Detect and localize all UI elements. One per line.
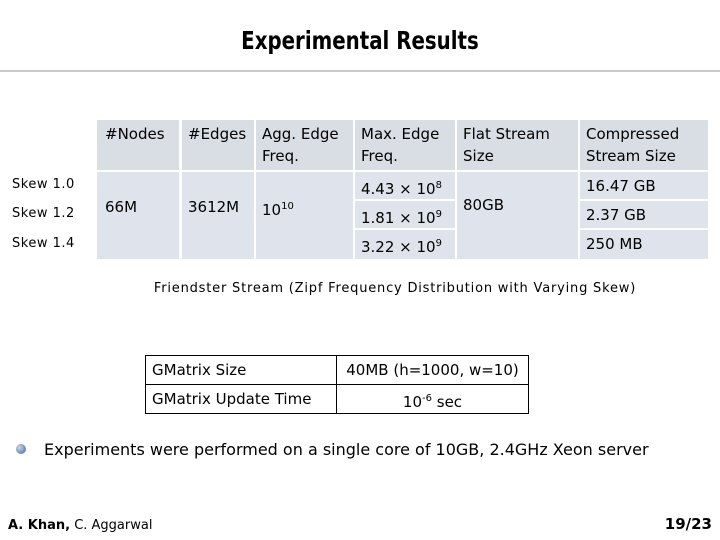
compressed-cell: 250 MB	[580, 230, 708, 259]
author-rest: C. Aggarwal	[70, 518, 153, 533]
exponent: 8	[435, 180, 442, 191]
bullet-icon	[16, 444, 26, 454]
row-label: Skew 1.4	[12, 236, 75, 251]
exponent: 9	[435, 209, 442, 220]
max-freq-cell: 1.81 × 109	[355, 201, 455, 228]
header-cell: Flat Stream Size	[457, 120, 578, 170]
base: 4.43 × 10	[361, 180, 436, 198]
header-cell: Compressed Stream Size	[580, 120, 708, 170]
base: 1.81 × 10	[361, 209, 436, 227]
flat-size-cell: 80GB	[457, 172, 578, 259]
compressed-cell: 16.47 GB	[580, 172, 708, 199]
row-label: Skew 1.2	[12, 206, 75, 221]
max-freq-cell: 4.43 × 108	[355, 172, 455, 199]
footer-author: A. Khan, C. Aggarwal	[8, 518, 152, 533]
header-cell: Max. Edge Freq.	[355, 120, 455, 170]
bullet-text: Experiments were performed on a single c…	[44, 440, 649, 459]
exponent: 9	[435, 238, 442, 249]
table2-cell: 40MB (h=1000, w=10)	[336, 355, 529, 385]
row-label: Skew 1.0	[12, 177, 75, 192]
header-cell: #Nodes	[97, 120, 179, 170]
page-number: 19/23	[664, 515, 712, 533]
table2-cell: 10-6 sec	[336, 384, 529, 414]
exponent: 10	[281, 201, 294, 212]
agg-freq-cell: 1010	[256, 172, 353, 259]
table2-cell: GMatrix Update Time	[145, 384, 337, 414]
suffix: sec	[432, 393, 463, 411]
table-caption: Friendster Stream (Zipf Frequency Distri…	[153, 281, 637, 296]
author-bold: A. Khan,	[8, 518, 71, 533]
slide-title: Experimental Results	[241, 26, 479, 55]
base: 10	[402, 393, 423, 411]
header-cell: Agg. Edge Freq.	[256, 120, 353, 170]
base: 3.22 × 10	[361, 238, 436, 256]
title-rule	[0, 70, 720, 72]
table2-cell: GMatrix Size	[145, 355, 337, 385]
edges-cell: 3612M	[182, 172, 254, 259]
nodes-cell: 66M	[97, 172, 179, 259]
max-freq-cell: 3.22 × 109	[355, 230, 455, 259]
compressed-cell: 2.37 GB	[580, 201, 708, 228]
header-cell: #Edges	[182, 120, 254, 170]
exponent: -6	[422, 393, 432, 404]
base: 10	[262, 201, 282, 219]
